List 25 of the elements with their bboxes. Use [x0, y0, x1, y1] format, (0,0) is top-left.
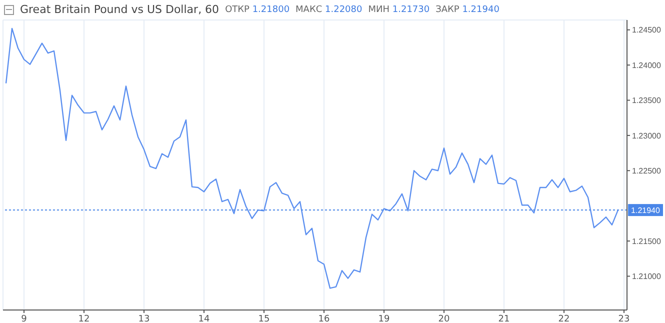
x-tick-label: 23 [618, 314, 630, 323]
x-tick-label: 20 [438, 314, 450, 323]
y-tick-label: 1.23000 [632, 131, 662, 140]
x-tick-label: 16 [318, 314, 330, 323]
y-tick-label: 1.21000 [632, 272, 662, 282]
x-tick-label: 14 [198, 314, 210, 323]
y-tick-label: 1.21500 [632, 236, 662, 246]
x-tick-label: 21 [498, 314, 510, 323]
x-tick-label: 13 [138, 314, 150, 323]
text: МАКС 1.22080 [296, 4, 362, 14]
y-tick-label: 1.22500 [632, 166, 662, 176]
text: МИН 1.21730 [368, 4, 430, 14]
y-tick-label: 1.24000 [632, 60, 662, 70]
ref-line-label: 1.21940 [631, 206, 661, 216]
chart-title: Great Britain Pound vs US Dollar, 60 [20, 3, 220, 16]
text: ОТКР 1.21800 [225, 4, 290, 14]
y-tick-label: 1.23500 [632, 96, 662, 106]
x-tick-label: 19 [378, 314, 390, 323]
x-tick-label: 9 [21, 314, 28, 323]
x-tick-label: 15 [258, 314, 270, 323]
x-tick-label: 22 [558, 314, 570, 323]
x-tick-label: 12 [78, 314, 90, 323]
text: ЗАКР 1.21940 [436, 4, 500, 14]
line-series [5, 28, 619, 289]
y-tick-label: 1.24500 [632, 26, 662, 35]
